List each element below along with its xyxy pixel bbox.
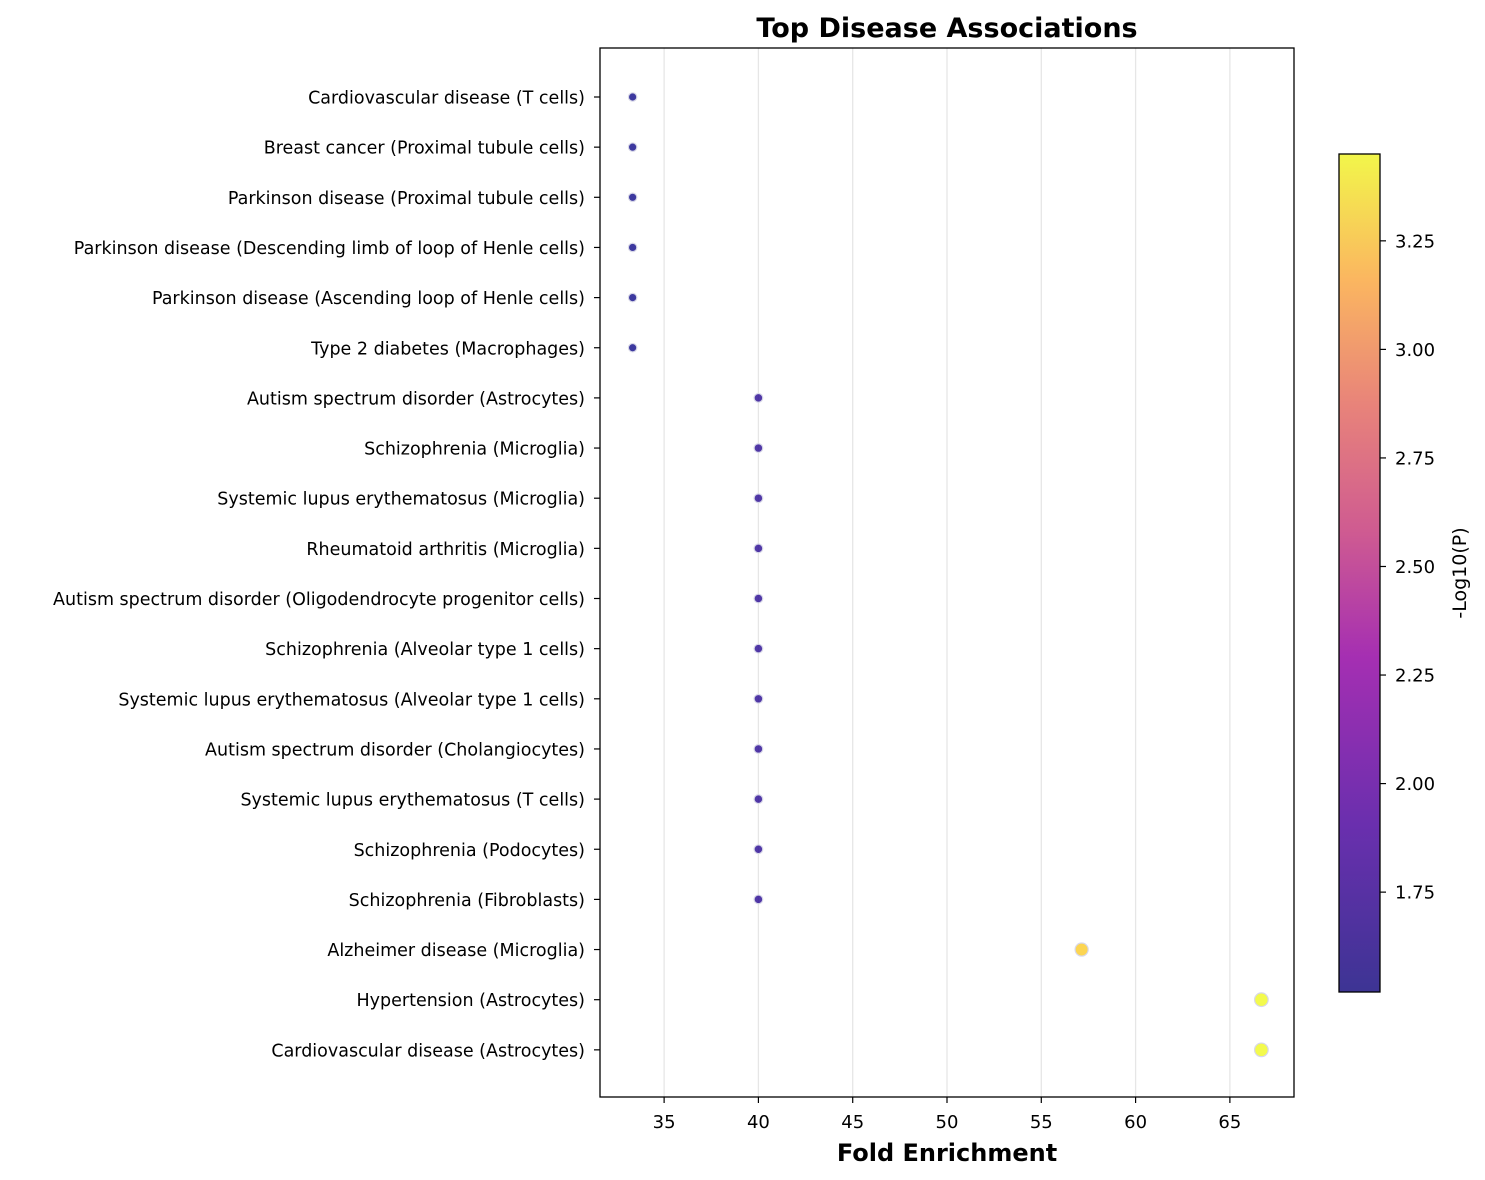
y-tick-label: Alzheimer disease (Microglia) <box>327 941 585 961</box>
data-point <box>1253 992 1269 1008</box>
colorbar-tick-label: 2.75 <box>1395 448 1435 469</box>
data-point <box>627 342 638 353</box>
y-tick-label: Systemic lupus erythematosus (Microglia) <box>217 490 585 510</box>
y-tick-label: Parkinson disease (Ascending loop of Hen… <box>152 289 585 309</box>
plot-frame <box>599 47 1295 1098</box>
x-tick-label: 35 <box>653 1112 676 1133</box>
colorbar-tick-label: 3.25 <box>1395 231 1435 252</box>
x-tick-label: 65 <box>1218 1112 1241 1133</box>
y-tick-label: Breast cancer (Proximal tubule cells) <box>264 139 585 159</box>
data-point <box>753 392 764 403</box>
grid-lines <box>663 48 1231 1097</box>
y-tick-label: Schizophrenia (Microglia) <box>364 440 585 460</box>
colorbar-tick-label: 3.00 <box>1395 340 1435 361</box>
y-tick-label: Hypertension (Astrocytes) <box>357 991 586 1011</box>
y-tick-label: Schizophrenia (Podocytes) <box>354 841 585 861</box>
data-point <box>753 643 764 654</box>
y-tick-label: Autism spectrum disorder (Astrocytes) <box>247 389 585 409</box>
data-point <box>753 543 764 554</box>
colorbar <box>1338 153 1381 993</box>
y-tick-label: Autism spectrum disorder (Cholangiocytes… <box>205 740 585 760</box>
y-tick-label: Systemic lupus erythematosus (T cells) <box>240 791 585 811</box>
data-point <box>753 493 764 504</box>
data-point <box>1253 1042 1269 1058</box>
y-tick-label: Parkinson disease (Proximal tubule cells… <box>228 189 585 209</box>
x-tick-label: 55 <box>1030 1112 1053 1133</box>
colorbar-tick-label: 2.00 <box>1395 774 1435 795</box>
x-tick-label: 60 <box>1124 1112 1147 1133</box>
data-point <box>753 794 764 805</box>
y-tick-label: Schizophrenia (Alveolar type 1 cells) <box>265 640 585 660</box>
x-axis-label: Fold Enrichment <box>837 1139 1057 1167</box>
data-point <box>753 844 764 855</box>
y-tick-label: Parkinson disease (Descending limb of lo… <box>74 239 585 259</box>
y-tick-label: Type 2 diabetes (Macrophages) <box>310 339 585 359</box>
colorbar-tick-label: 1.75 <box>1395 883 1435 904</box>
colorbar-tick-label: 2.50 <box>1395 557 1435 578</box>
y-tick-label: Systemic lupus erythematosus (Alveolar t… <box>118 690 585 710</box>
y-tick-label: Schizophrenia (Fibroblasts) <box>349 891 585 911</box>
x-tick-label: 45 <box>841 1112 864 1133</box>
data-point <box>627 192 638 203</box>
colorbar-tick-label: 2.25 <box>1395 666 1435 687</box>
data-point <box>753 443 764 453</box>
y-tick-label: Rheumatoid arthritis (Microglia) <box>306 540 585 560</box>
data-point <box>627 142 638 152</box>
colorbar-label: -Log10(P) <box>1449 527 1471 618</box>
scatter-points <box>627 92 1269 1058</box>
data-point <box>753 693 764 704</box>
x-tick-label: 40 <box>747 1112 770 1133</box>
x-axis-ticks: 35 40 45 50 55 60 65 <box>653 1097 1241 1133</box>
data-point <box>753 593 764 604</box>
data-point <box>627 292 638 303</box>
y-tick-label: Cardiovascular disease (T cells) <box>308 89 585 109</box>
data-point <box>753 744 764 754</box>
y-axis-ticks: Cardiovascular disease (T cells) Breast c… <box>53 89 600 1061</box>
data-point <box>1074 942 1089 957</box>
data-point <box>627 242 638 253</box>
x-tick-label: 50 <box>936 1112 959 1133</box>
data-point <box>753 894 764 905</box>
y-tick-label: Autism spectrum disorder (Oligodendrocyt… <box>53 590 585 610</box>
y-tick-label: Cardiovascular disease (Astrocytes) <box>271 1041 585 1061</box>
data-point <box>627 92 638 102</box>
chart-title: Top Disease Associations <box>756 13 1137 44</box>
colorbar-ticks: 1.75 2.00 2.25 2.50 2.75 3.00 3.25 <box>1380 231 1435 904</box>
